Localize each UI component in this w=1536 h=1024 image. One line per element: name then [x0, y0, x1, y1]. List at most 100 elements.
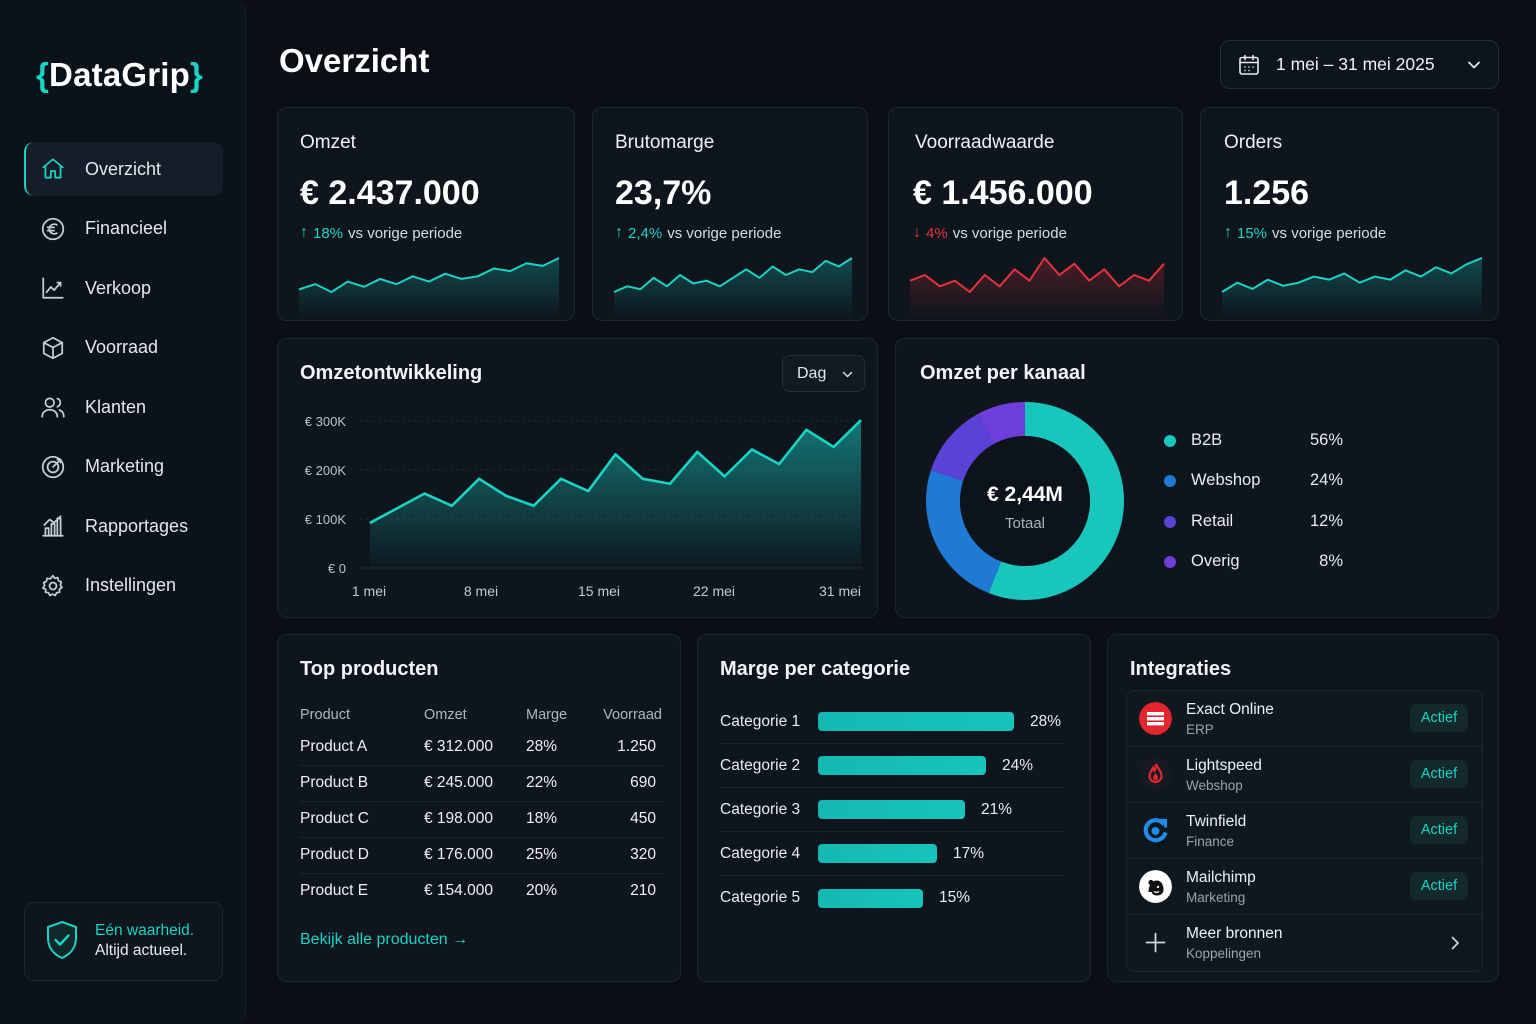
category-bar-row[interactable]: Categorie 3 21%	[720, 788, 1064, 832]
sidebar-item-verkoop[interactable]: Verkoop	[24, 261, 223, 315]
legend-item-webshop: Webshop 24%	[1164, 471, 1343, 490]
integration-item[interactable]: Mailchimp Marketing Actief	[1127, 859, 1482, 915]
sidebar-item-label: Rapportages	[85, 515, 189, 536]
category-bar-row[interactable]: Categorie 1 28%	[720, 700, 1064, 744]
kpi-value: 1.256	[1224, 174, 1310, 212]
table-row[interactable]: Product C € 198.000 18% 450	[300, 801, 662, 838]
revenue-chart-card: Omzetontwikkeling Dag € 0 € 100K € 200K € 3…	[277, 338, 878, 618]
cell-marge: 18%	[526, 801, 594, 838]
status-badge: Actief	[1410, 760, 1468, 788]
integration-item[interactable]: Lightspeed Webshop Actief	[1127, 747, 1482, 803]
kpi-card-omzet[interactable]: Omzet € 2.437.000 ↑ 18% vs vorige period…	[277, 107, 575, 321]
legend-value: 56%	[1309, 431, 1343, 449]
lightspeed-icon	[1139, 758, 1172, 791]
category-bar	[818, 888, 923, 908]
kpi-delta-suffix: vs vorige periode	[348, 224, 463, 242]
view-all-products-link[interactable]: Bekijk alle producten →	[300, 931, 469, 948]
sidebar-item-marketing[interactable]: Marketing	[24, 440, 223, 494]
y-tick-label: € 100K	[305, 512, 347, 527]
sidebar-item-financieel[interactable]: Financieel	[24, 202, 223, 256]
table-row[interactable]: Product E € 154.000 20% 210	[300, 873, 662, 909]
integrations-card: Integraties Exact Online ERP Actief Ligh…	[1107, 634, 1499, 982]
kpi-card-brutomarge[interactable]: Brutomarge 23,7% ↑ 2,4% vs vorige period…	[592, 107, 868, 321]
sidebar-item-label: Financieel	[85, 218, 168, 238]
integration-type: Finance	[1186, 834, 1235, 849]
kpi-delta: ↑ 2,4% vs vorige periode	[615, 224, 781, 242]
sidebar-item-klanten[interactable]: Klanten	[24, 380, 223, 434]
y-tick-label: € 200K	[305, 463, 347, 478]
kpi-card-orders[interactable]: Orders 1.256 ↑ 15% vs vorige periode	[1200, 107, 1499, 321]
table-row[interactable]: Product D € 176.000 25% 320	[300, 837, 662, 874]
kpi-delta-value: 4%	[926, 224, 948, 242]
legend-label: B2B	[1191, 431, 1223, 449]
sidebar-item-label: Klanten	[85, 396, 147, 417]
sparkline-area	[614, 258, 852, 320]
donut-slice-retail[interactable]	[930, 414, 995, 482]
more-sources-item[interactable]: Meer bronnen Koppelingen	[1127, 915, 1482, 971]
donut-slice-webshop[interactable]	[926, 470, 1002, 594]
gear-icon	[38, 571, 68, 601]
integration-name: Lightspeed	[1186, 757, 1262, 774]
revenue-line	[369, 419, 862, 525]
sparkline-area	[299, 258, 559, 320]
donut-slice-overig[interactable]	[977, 402, 1026, 445]
chart-line-icon	[38, 273, 68, 303]
kpi-sparkline	[298, 257, 560, 320]
arrow-down-icon: ↓	[913, 224, 921, 241]
plus-icon	[1145, 932, 1166, 953]
sidebar-item-instellingen[interactable]: Instellingen	[24, 559, 223, 613]
top-products-table: Product Omzet Marge Voorraad Product A € …	[300, 701, 662, 909]
arrow-up-icon: ↑	[300, 224, 308, 241]
x-tick-label: 15 mei	[578, 583, 620, 599]
category-value: 28%	[1030, 712, 1062, 730]
donut-hole	[960, 436, 1090, 566]
target-icon	[38, 452, 68, 482]
app-logo[interactable]: {DataGrip}	[36, 56, 204, 93]
kpi-card-voorraadwaarde[interactable]: Voorraadwaarde € 1.456.000 ↓ 4% vs vorig…	[888, 107, 1183, 321]
cell-product: Product E	[300, 882, 369, 900]
cell-omzet: € 154.000	[424, 882, 493, 900]
integration-item[interactable]: Twinfield Finance Actief	[1127, 803, 1482, 859]
granularity-select[interactable]: Dag	[782, 355, 865, 392]
donut-center-value: € 2,44M	[987, 483, 1063, 506]
table-row[interactable]: Product A € 312.000 28% 1.250	[300, 729, 662, 766]
sidebar-item-rapportages[interactable]: Rapportages	[24, 499, 223, 553]
calendar-icon	[1239, 54, 1259, 75]
kpi-label: Omzet	[300, 132, 356, 153]
granularity-label: Dag	[797, 364, 827, 382]
kpi-delta-value: 18%	[313, 224, 344, 242]
box-icon	[38, 333, 68, 363]
column-header[interactable]: Voorraad	[603, 707, 662, 723]
category-bar-row[interactable]: Categorie 4 17%	[720, 832, 1064, 876]
kpi-sparkline	[1221, 257, 1483, 320]
channel-chart-card: Omzet per kanaal € 2,44M Totaal B2B 56% …	[895, 338, 1499, 618]
donut-slice-b2b[interactable]	[988, 402, 1124, 600]
integration-type: Marketing	[1186, 890, 1246, 905]
tagline-line2: Altijd actueel.	[95, 942, 188, 959]
kpi-label: Voorraadwaarde	[915, 132, 1055, 153]
arrow-up-icon: ↑	[615, 224, 623, 241]
category-bar-row[interactable]: Categorie 2 24%	[720, 744, 1064, 788]
column-header[interactable]: Omzet	[424, 707, 467, 723]
twinfield-icon	[1139, 814, 1172, 847]
category-label: Categorie 5	[720, 889, 801, 906]
sidebar-item-overzicht[interactable]: Overzicht	[24, 142, 223, 196]
cell-marge: 22%	[526, 765, 594, 802]
sidebar-item-label: Verkoop	[85, 277, 152, 298]
legend-dot	[1164, 555, 1176, 568]
page-title: Overzicht	[279, 42, 430, 79]
sidebar-item-label: Marketing	[85, 456, 165, 476]
legend-value: 24%	[1309, 471, 1343, 489]
sparkline-area	[1222, 258, 1482, 320]
table-row[interactable]: Product B € 245.000 22% 690	[300, 765, 662, 802]
sidebar-item-voorraad[interactable]: Voorraad	[24, 321, 223, 375]
legend-label: Webshop	[1191, 471, 1261, 489]
column-header[interactable]: Marge	[526, 707, 568, 723]
date-range-picker[interactable]: 1 mei – 31 mei 2025	[1220, 40, 1499, 89]
legend-item-b2b: B2B 56%	[1164, 431, 1343, 450]
category-bar-row[interactable]: Categorie 5 15%	[720, 876, 1064, 920]
card-title: Integraties	[1130, 658, 1232, 680]
category-bar	[818, 800, 965, 819]
integration-item[interactable]: Exact Online ERP Actief	[1127, 691, 1482, 747]
column-header[interactable]: Product	[300, 707, 350, 723]
